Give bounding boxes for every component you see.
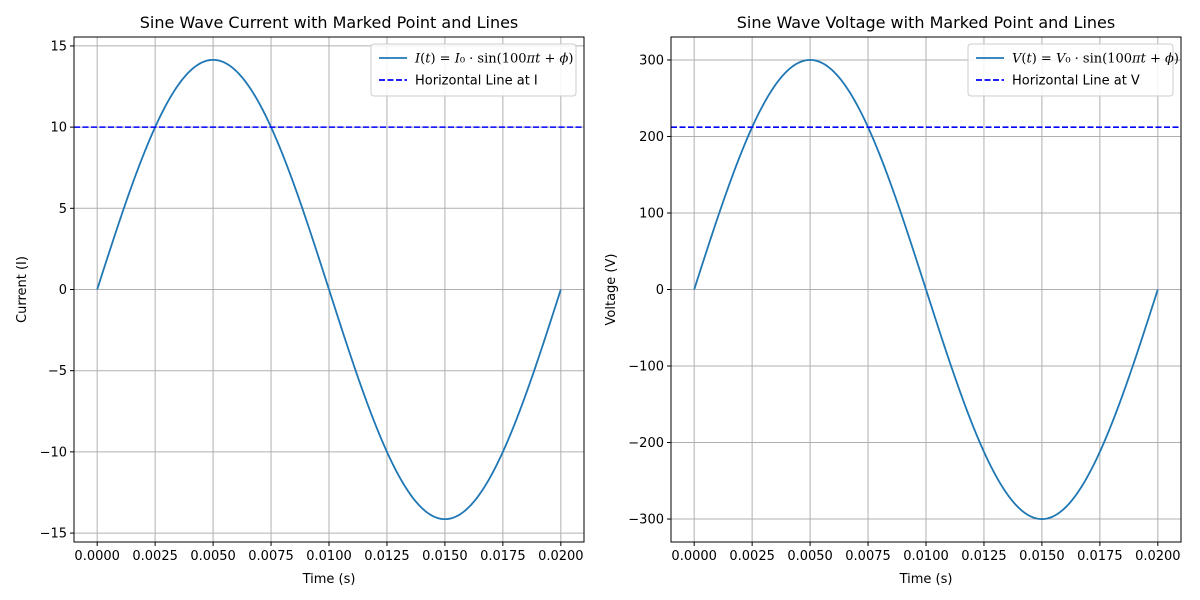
current-ytick-label-3: 0 xyxy=(59,283,67,298)
current-xtick-label-5: 0.0125 xyxy=(364,549,410,564)
voltage-xtick-label-7: 0.0175 xyxy=(1077,549,1123,564)
current-xtick-label-7: 0.0175 xyxy=(480,549,526,564)
voltage-ytick-label-5: 200 xyxy=(639,130,664,145)
voltage-ytick-label-3: 0 xyxy=(656,283,664,298)
voltage-legend: V(t) = V₀ · sin(100πt + ϕ) Horizontal Lin… xyxy=(967,43,1179,97)
voltage-ytick-label-4: 100 xyxy=(639,206,664,221)
voltage-xtick-label-3: 0.0075 xyxy=(845,549,891,564)
voltage-xtick-label-5: 0.0125 xyxy=(961,549,1007,564)
current-legend-label-0: I(t) = I₀ · sin(100πt + ϕ) xyxy=(414,52,573,67)
voltage-ytick-label-6: 300 xyxy=(639,53,664,68)
voltage-chart-title: Sine Wave Voltage with Marked Point and … xyxy=(737,13,1115,32)
voltage-xtick-label-8: 0.0200 xyxy=(1135,549,1181,564)
current-ytick-label-5: 10 xyxy=(50,121,67,136)
current-xtick-label-0: 0.0000 xyxy=(74,549,120,564)
voltage-ytick-label-2: −100 xyxy=(628,360,664,375)
current-ytick-label-0: −15 xyxy=(40,527,67,542)
current-ytick-label-6: 15 xyxy=(50,39,67,54)
voltage-chart: 0.0000 0.0025 0.0050 0.0075 0.0100 0.0125 0.01… xyxy=(604,13,1182,587)
current-x-axis-label: Time (s) xyxy=(302,572,356,587)
current-xtick-label-2: 0.0050 xyxy=(190,549,236,564)
voltage-x-axis-label: Time (s) xyxy=(899,572,953,587)
current-series-line-0 xyxy=(96,58,562,521)
voltage-xtick-label-2: 0.0050 xyxy=(787,549,833,564)
voltage-xtick-label-4: 0.0100 xyxy=(903,549,949,564)
voltage-xtick-label-0: 0.0000 xyxy=(671,549,717,564)
current-xtick-label-8: 0.0200 xyxy=(538,549,584,564)
current-xtick-label-3: 0.0075 xyxy=(248,549,294,564)
current-chart-title: Sine Wave Current with Marked Point and … xyxy=(140,13,519,32)
voltage-legend-label-1: Horizontal Line at V xyxy=(1012,74,1140,89)
voltage-legend-box xyxy=(967,43,1174,97)
current-y-axis-label: Current (I) xyxy=(15,256,30,323)
current-ytick-label-2: −5 xyxy=(48,364,67,379)
voltage-xtick-label-1: 0.0025 xyxy=(729,549,775,564)
current-xtick-label-6: 0.0150 xyxy=(422,549,468,564)
current-chart: 0.0000 0.0025 0.0050 0.0075 0.0100 0.0125 0.01… xyxy=(15,13,585,587)
voltage-legend-label-0: V(t) = V₀ · sin(100πt + ϕ) xyxy=(1012,52,1179,67)
voltage-xtick-label-6: 0.0150 xyxy=(1019,549,1065,564)
voltage-ytick-label-1: −200 xyxy=(628,436,664,451)
current-ytick-label-1: −10 xyxy=(40,445,67,460)
voltage-y-axis-label: Voltage (V) xyxy=(604,254,619,326)
voltage-series-line-0 xyxy=(693,59,1159,520)
current-xtick-label-1: 0.0025 xyxy=(132,549,178,564)
current-legend-box xyxy=(370,43,577,97)
current-ytick-label-4: 5 xyxy=(59,202,67,217)
current-legend: I(t) = I₀ · sin(100πt + ϕ) Horizontal Lin… xyxy=(370,43,577,97)
current-xtick-label-4: 0.0100 xyxy=(306,549,352,564)
current-legend-label-1: Horizontal Line at I xyxy=(415,74,538,89)
voltage-ytick-label-0: −300 xyxy=(628,513,664,528)
